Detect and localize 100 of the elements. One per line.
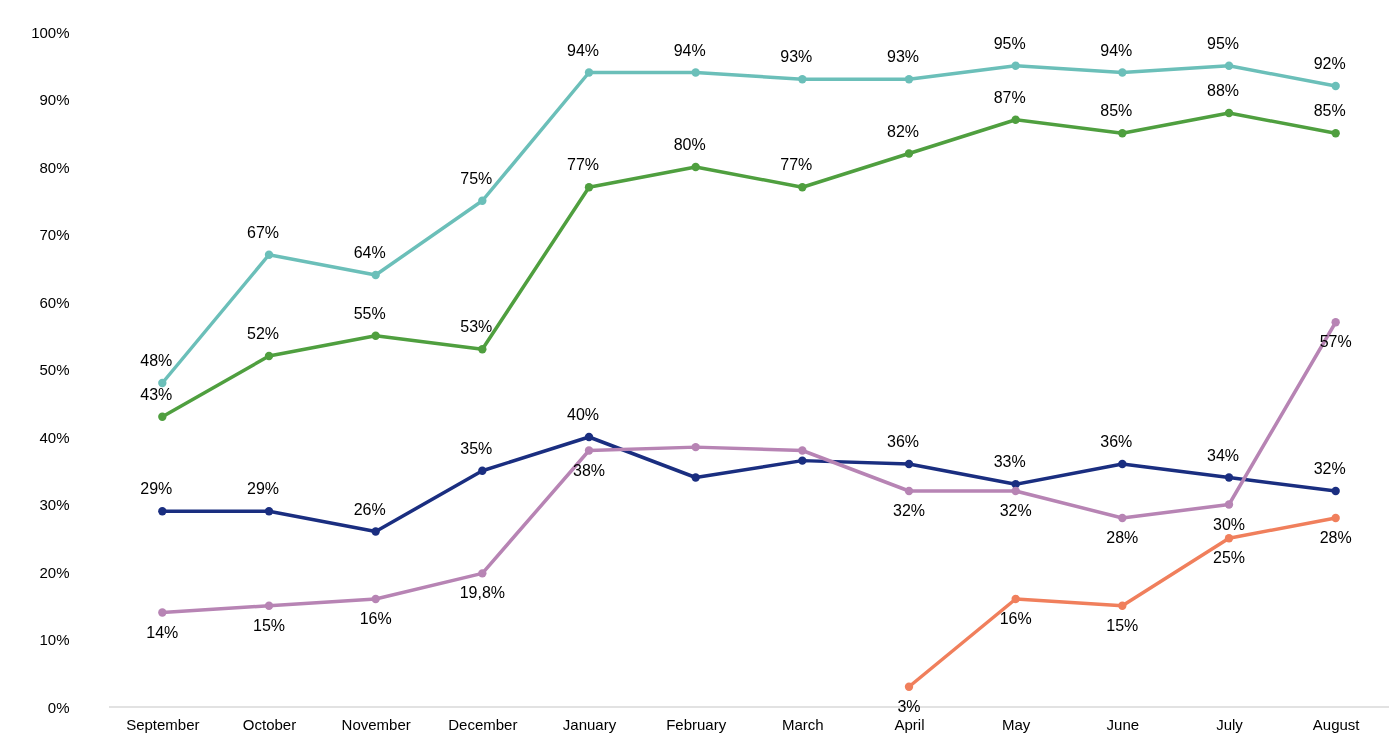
y-tick-label: 20%	[39, 563, 70, 581]
point	[1118, 68, 1127, 77]
point	[1224, 534, 1234, 543]
point	[371, 527, 380, 536]
data-label: 77%	[566, 156, 600, 174]
y-tick-label: 40%	[39, 428, 70, 446]
point	[904, 459, 914, 469]
x-tick-label: November	[341, 715, 411, 733]
point	[904, 486, 914, 496]
data-label: 43%	[140, 385, 173, 403]
data-label: 26%	[353, 500, 386, 518]
data-label: 88%	[1206, 82, 1240, 99]
point	[1331, 81, 1340, 91]
y-tick-label: 0%	[47, 698, 70, 716]
data-label: 32%	[892, 502, 926, 519]
y-tick-label: 70%	[39, 226, 70, 243]
data-label: 38%	[572, 461, 606, 479]
data-label: 53%	[460, 318, 493, 336]
data-label: 93%	[886, 48, 920, 66]
data-label: 52%	[246, 325, 280, 342]
data-label: 77%	[780, 156, 813, 174]
data-label: 29%	[140, 480, 173, 498]
x-tick-label: August	[1312, 715, 1361, 733]
data-label: 33%	[993, 453, 1026, 471]
point	[158, 412, 167, 421]
data-label: 95%	[1206, 34, 1240, 52]
point	[1224, 500, 1234, 509]
point	[371, 270, 380, 280]
y-tick-label: 10%	[39, 631, 70, 648]
data-label: 75%	[460, 169, 493, 187]
point	[584, 432, 594, 442]
x-tick-label: March	[781, 715, 824, 733]
point	[478, 345, 487, 354]
x-tick-label: July	[1216, 715, 1244, 733]
point	[1118, 129, 1127, 138]
x-tick-label: January	[562, 715, 617, 733]
data-label: 40%	[566, 406, 600, 423]
point	[584, 446, 594, 455]
point	[798, 75, 807, 84]
point	[478, 569, 487, 578]
data-label: 36%	[886, 433, 920, 450]
point	[1331, 486, 1340, 496]
data-label: 14%	[146, 623, 179, 641]
point	[158, 507, 167, 516]
point	[158, 378, 167, 388]
point	[691, 442, 700, 452]
point	[478, 196, 487, 205]
point	[1118, 601, 1127, 610]
data-label: 85%	[1313, 102, 1346, 120]
point	[1011, 115, 1020, 124]
point	[798, 183, 807, 192]
point	[798, 446, 807, 455]
point	[904, 149, 914, 158]
point	[798, 456, 807, 465]
data-label: 19,8%	[459, 584, 506, 602]
x-tick-label: September	[126, 715, 200, 733]
data-label: 94%	[566, 41, 600, 59]
data-label: 32%	[999, 502, 1032, 519]
data-label: 67%	[246, 223, 280, 241]
y-tick-label: 90%	[39, 91, 70, 108]
point	[1224, 61, 1234, 70]
point	[1118, 459, 1127, 469]
point	[478, 466, 487, 475]
data-label: 64%	[353, 244, 386, 261]
point	[1331, 129, 1340, 138]
data-label: 15%	[252, 616, 286, 634]
y-tick-label: 80%	[39, 158, 70, 176]
data-label: 95%	[993, 34, 1026, 52]
point	[691, 473, 700, 482]
point	[264, 507, 274, 516]
point	[1011, 594, 1020, 604]
point	[264, 250, 274, 259]
point	[1331, 318, 1340, 327]
point	[1011, 486, 1020, 496]
point	[264, 601, 274, 610]
y-tick-label: 60%	[39, 293, 70, 311]
y-tick-label: 100%	[31, 23, 70, 41]
data-label: 94%	[1100, 41, 1133, 59]
point	[1224, 108, 1234, 118]
data-label: 16%	[999, 610, 1032, 627]
x-tick-label: December	[448, 715, 518, 733]
point	[584, 183, 594, 192]
data-label: 34%	[1206, 446, 1240, 464]
data-label: 32%	[1313, 460, 1346, 477]
x-tick-label: February	[666, 715, 727, 733]
x-tick-label: October	[242, 715, 297, 733]
point	[158, 608, 167, 617]
data-label: 87%	[993, 88, 1026, 106]
point	[264, 351, 274, 361]
y-tick-label: 50%	[39, 361, 70, 378]
point	[904, 75, 914, 84]
point	[904, 682, 914, 691]
data-label: 36%	[1100, 433, 1133, 450]
data-label: 16%	[359, 610, 392, 627]
point	[1224, 473, 1234, 482]
data-label: 57%	[1319, 333, 1352, 351]
point	[371, 331, 380, 340]
point	[584, 68, 594, 77]
data-label: 82%	[886, 122, 920, 140]
data-label: 28%	[1106, 529, 1139, 546]
